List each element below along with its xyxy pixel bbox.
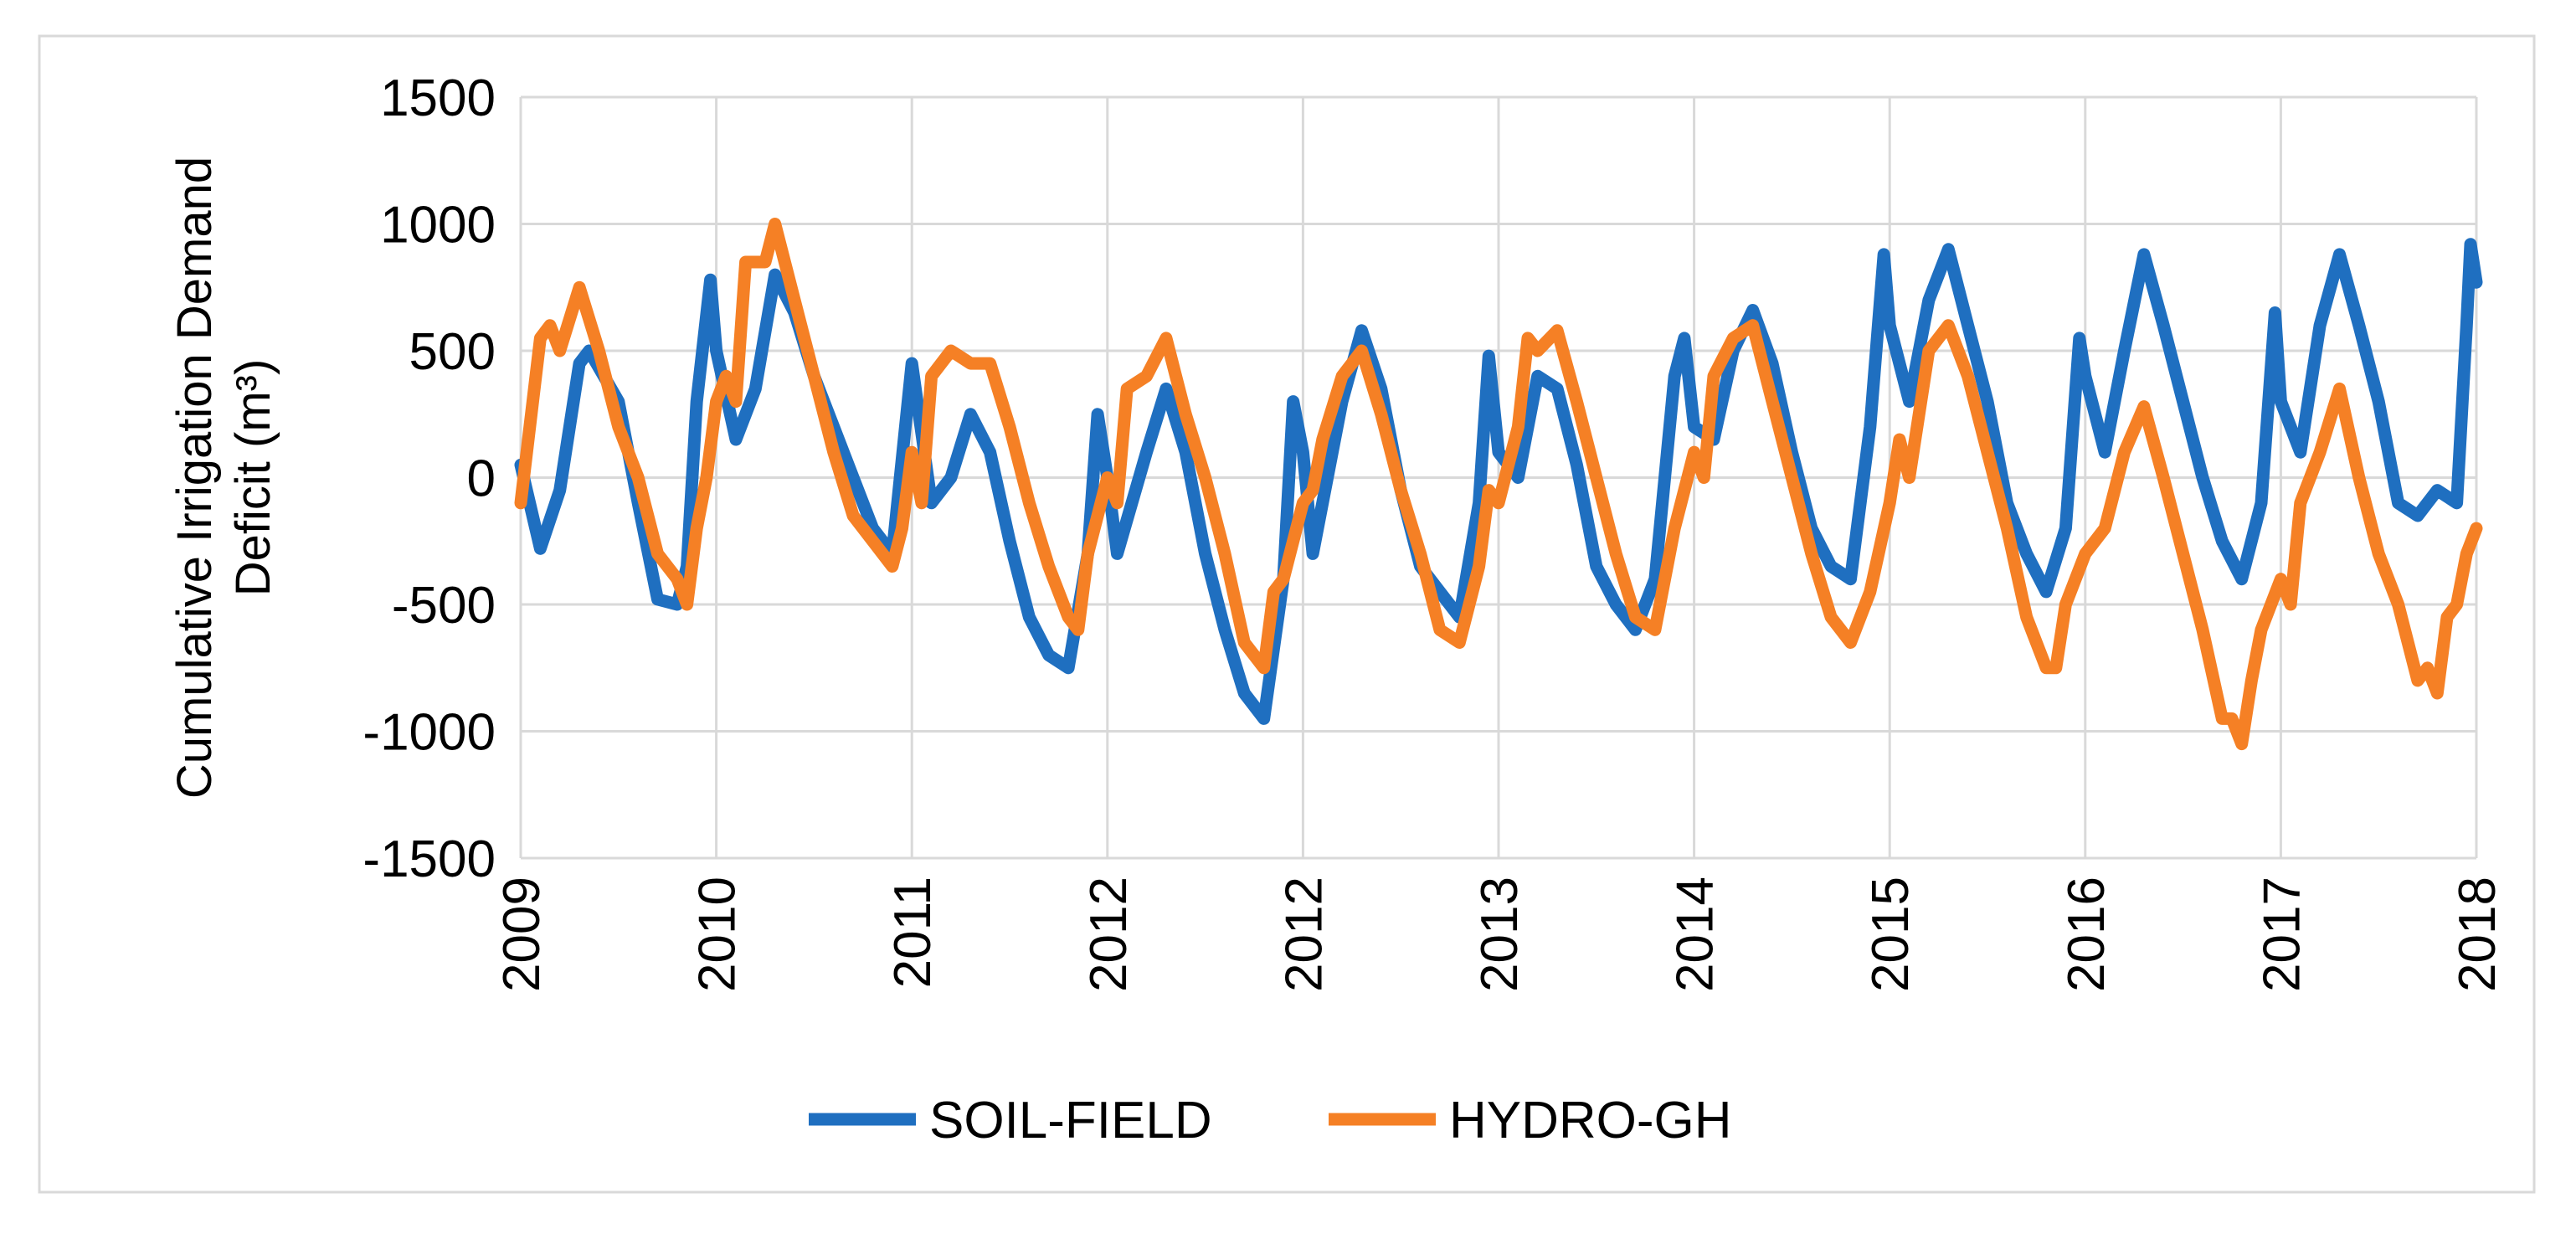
y-axis-label: Cumulative Irrigation DemandDeficit (m³) — [167, 157, 280, 799]
legend-label: SOIL-FIELD — [929, 1092, 1212, 1149]
x-tick-label: 2017 — [2253, 877, 2311, 992]
lines — [514, 218, 2483, 751]
y-axis-label-line: Cumulative Irrigation Demand — [167, 157, 222, 799]
x-tick-label: 2018 — [2449, 877, 2507, 992]
y-tick-label: -1000 — [362, 704, 496, 762]
x-tick-label: 2009 — [493, 877, 551, 992]
x-tick-label: 2013 — [1471, 877, 1529, 992]
y-tick-label: -1500 — [362, 830, 496, 888]
y-tick-label: 0 — [467, 450, 496, 508]
y-axis-label-line: Deficit (m³) — [226, 359, 280, 597]
labels: -1500 -1000 -500 0 500 1000 1500 2009 2010 2011 20… — [167, 69, 2507, 1149]
x-tick-label: 2015 — [1862, 877, 1920, 992]
x-tick-label: 2010 — [689, 877, 747, 992]
x-tick-label: 2012 — [1275, 877, 1333, 992]
y-tick-label: 500 — [409, 323, 496, 381]
y-tick-label: 1500 — [380, 69, 496, 127]
x-tick-label: 2012 — [1080, 877, 1138, 992]
x-tick-label: 2014 — [1667, 877, 1725, 992]
y-tick-label: 1000 — [380, 197, 496, 255]
legend-label: HYDRO-GH — [1449, 1092, 1732, 1149]
x-tick-label: 2016 — [2058, 877, 2116, 992]
series-line — [514, 218, 2483, 751]
chart-border — [38, 34, 2536, 1194]
x-tick-label: 2011 — [884, 877, 942, 988]
y-tick-label: -500 — [392, 577, 496, 635]
